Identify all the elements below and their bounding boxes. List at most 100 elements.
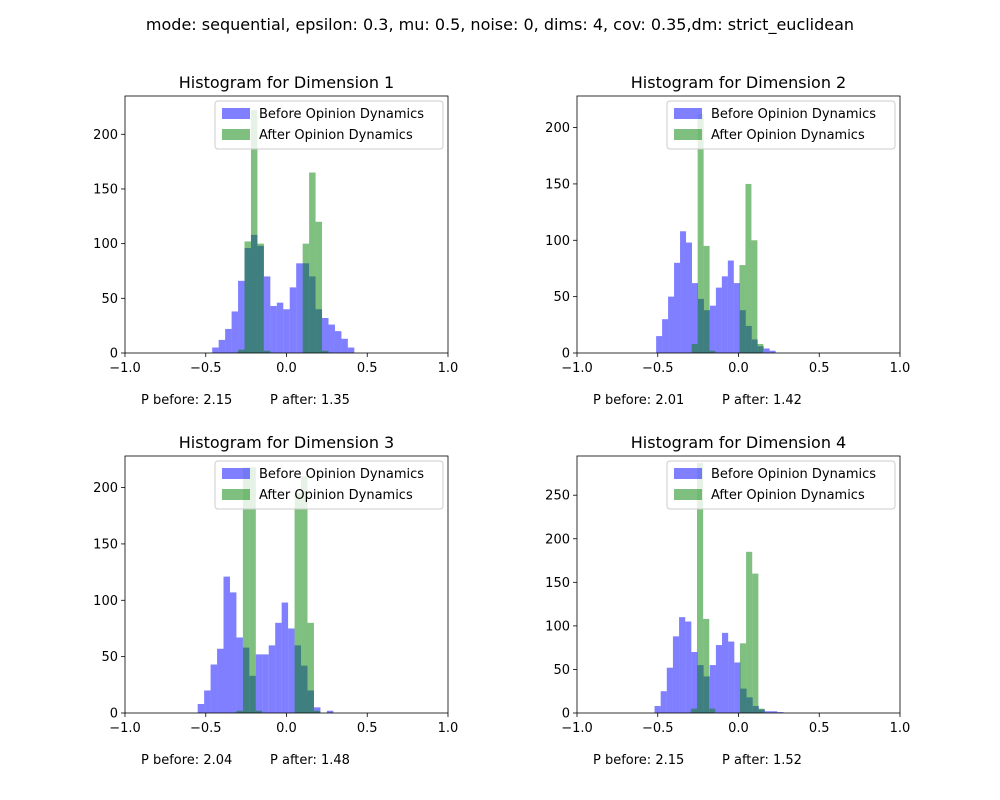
histogram-bar: [662, 319, 669, 353]
histogram-bar: [296, 263, 303, 353]
histogram-bar: [236, 637, 243, 713]
x-tick-label: 0.0: [728, 361, 749, 376]
histogram-bar: [238, 280, 245, 353]
histogram-bar: [752, 573, 759, 713]
histogram-bar: [763, 348, 770, 353]
histogram-bar: [281, 602, 289, 713]
x-tick-label: 0.5: [357, 721, 378, 736]
histogram-bar: [690, 708, 697, 713]
y-tick-label: 150: [93, 537, 118, 552]
histogram-bar: [322, 318, 329, 353]
histogram-bar: [263, 276, 271, 353]
histogram-bars: [654, 462, 784, 713]
legend-label: After Opinion Dynamics: [711, 128, 865, 143]
series-after: [691, 114, 764, 353]
histogram-bar: [313, 707, 321, 713]
legend-swatch: [222, 468, 250, 479]
histogram-bar: [322, 350, 329, 353]
histogram-bar: [225, 328, 232, 353]
histogram-bar: [283, 309, 290, 353]
histogram-bar: [302, 243, 310, 353]
y-tick-label: 200: [545, 532, 570, 547]
legend-swatch: [674, 108, 702, 119]
histogram-bar: [223, 576, 230, 713]
histogram-bar: [764, 711, 772, 713]
histogram-bar: [313, 710, 321, 713]
histogram-bar: [255, 654, 263, 713]
figure-suptitle: mode: sequential, epsilon: 0.3, mu: 0.5,…: [146, 15, 854, 35]
p-after-label: P after: 1.48: [270, 753, 350, 768]
histogram-bar: [270, 305, 277, 353]
series-after: [236, 467, 321, 713]
x-tick-label: −1.0: [109, 361, 141, 376]
histogram-bar: [739, 265, 746, 353]
y-tick-label: 150: [545, 177, 570, 192]
y-tick-label: 100: [93, 237, 118, 252]
legend-swatch: [222, 108, 250, 119]
series-after: [690, 462, 765, 713]
histogram-bar: [263, 350, 271, 353]
histogram-bar: [722, 632, 729, 713]
histogram-bar: [739, 643, 747, 713]
histogram-bar: [262, 654, 269, 713]
legend-box: [666, 460, 896, 510]
histogram-bar: [204, 690, 211, 713]
p-before-label: P before: 2.15: [593, 753, 684, 768]
histogram-bar: [210, 664, 218, 713]
subplot-grid: −1.0 −0.5 0.0 0.5 1.0 0 50 100 150 200 Histogram f…: [93, 73, 910, 768]
histogram-bar: [666, 667, 673, 713]
y-tick-label: 50: [553, 663, 570, 678]
x-tick-label: −1.0: [109, 721, 141, 736]
legend: Before Opinion Dynamics After Opinion Dyn…: [666, 460, 896, 510]
legend-swatch: [674, 489, 702, 500]
histogram-bar: [733, 283, 740, 353]
histogram-bar: [691, 652, 698, 713]
x-tick-label: 0.0: [728, 721, 749, 736]
histogram-bar: [777, 712, 784, 713]
histogram-bar: [218, 339, 226, 353]
histogram-bar: [709, 708, 716, 713]
histogram-bar: [686, 242, 692, 353]
histogram-bar: [275, 622, 282, 713]
legend-label: After Opinion Dynamics: [259, 488, 413, 503]
x-tick-label: −0.5: [642, 361, 674, 376]
legend-label: After Opinion Dynamics: [259, 128, 413, 143]
x-tick-label: 0.0: [276, 361, 297, 376]
histogram-bar: [703, 245, 710, 353]
histogram-bar: [721, 276, 728, 353]
histogram-bar: [231, 311, 239, 353]
histogram-bar: [709, 305, 716, 353]
histogram-bar: [709, 665, 716, 713]
series-after: [238, 110, 329, 353]
histogram-bar: [268, 645, 276, 713]
histogram-bar: [703, 618, 710, 713]
histogram-bar: [288, 628, 295, 713]
x-tick-label: 0.0: [276, 721, 297, 736]
histogram-bar: [328, 324, 335, 353]
histogram-bar: [745, 183, 752, 353]
histogram-bar: [315, 221, 323, 353]
y-tick-label: 100: [545, 234, 570, 249]
histogram-bar: [244, 241, 251, 353]
histogram-bar: [771, 711, 778, 713]
subplot-title: Histogram for Dimension 3: [179, 433, 394, 452]
histogram-bar: [301, 476, 308, 713]
legend-box: [214, 100, 444, 150]
legend-label: Before Opinion Dynamics: [259, 107, 424, 122]
legend: Before Opinion Dynamics After Opinion Dyn…: [214, 460, 444, 510]
x-tick-label: −1.0: [561, 721, 593, 736]
histogram-bar: [691, 343, 698, 353]
p-before-label: P before: 2.01: [593, 393, 684, 408]
x-tick-label: 1.0: [438, 361, 459, 376]
histogram-bar: [728, 641, 735, 713]
histogram-bar: [751, 240, 758, 353]
histogram-bars: [212, 110, 355, 353]
histogram-bar: [276, 302, 284, 353]
histogram-bar: [734, 662, 741, 713]
histogram-bar: [654, 706, 661, 713]
histogram-bar: [680, 231, 687, 353]
y-tick-label: 0: [110, 347, 118, 362]
subplot-1: −1.0 −0.5 0.0 0.5 1.0 0 50 100 150 200 Histogram f…: [93, 73, 458, 408]
histogram-bar: [347, 347, 355, 353]
